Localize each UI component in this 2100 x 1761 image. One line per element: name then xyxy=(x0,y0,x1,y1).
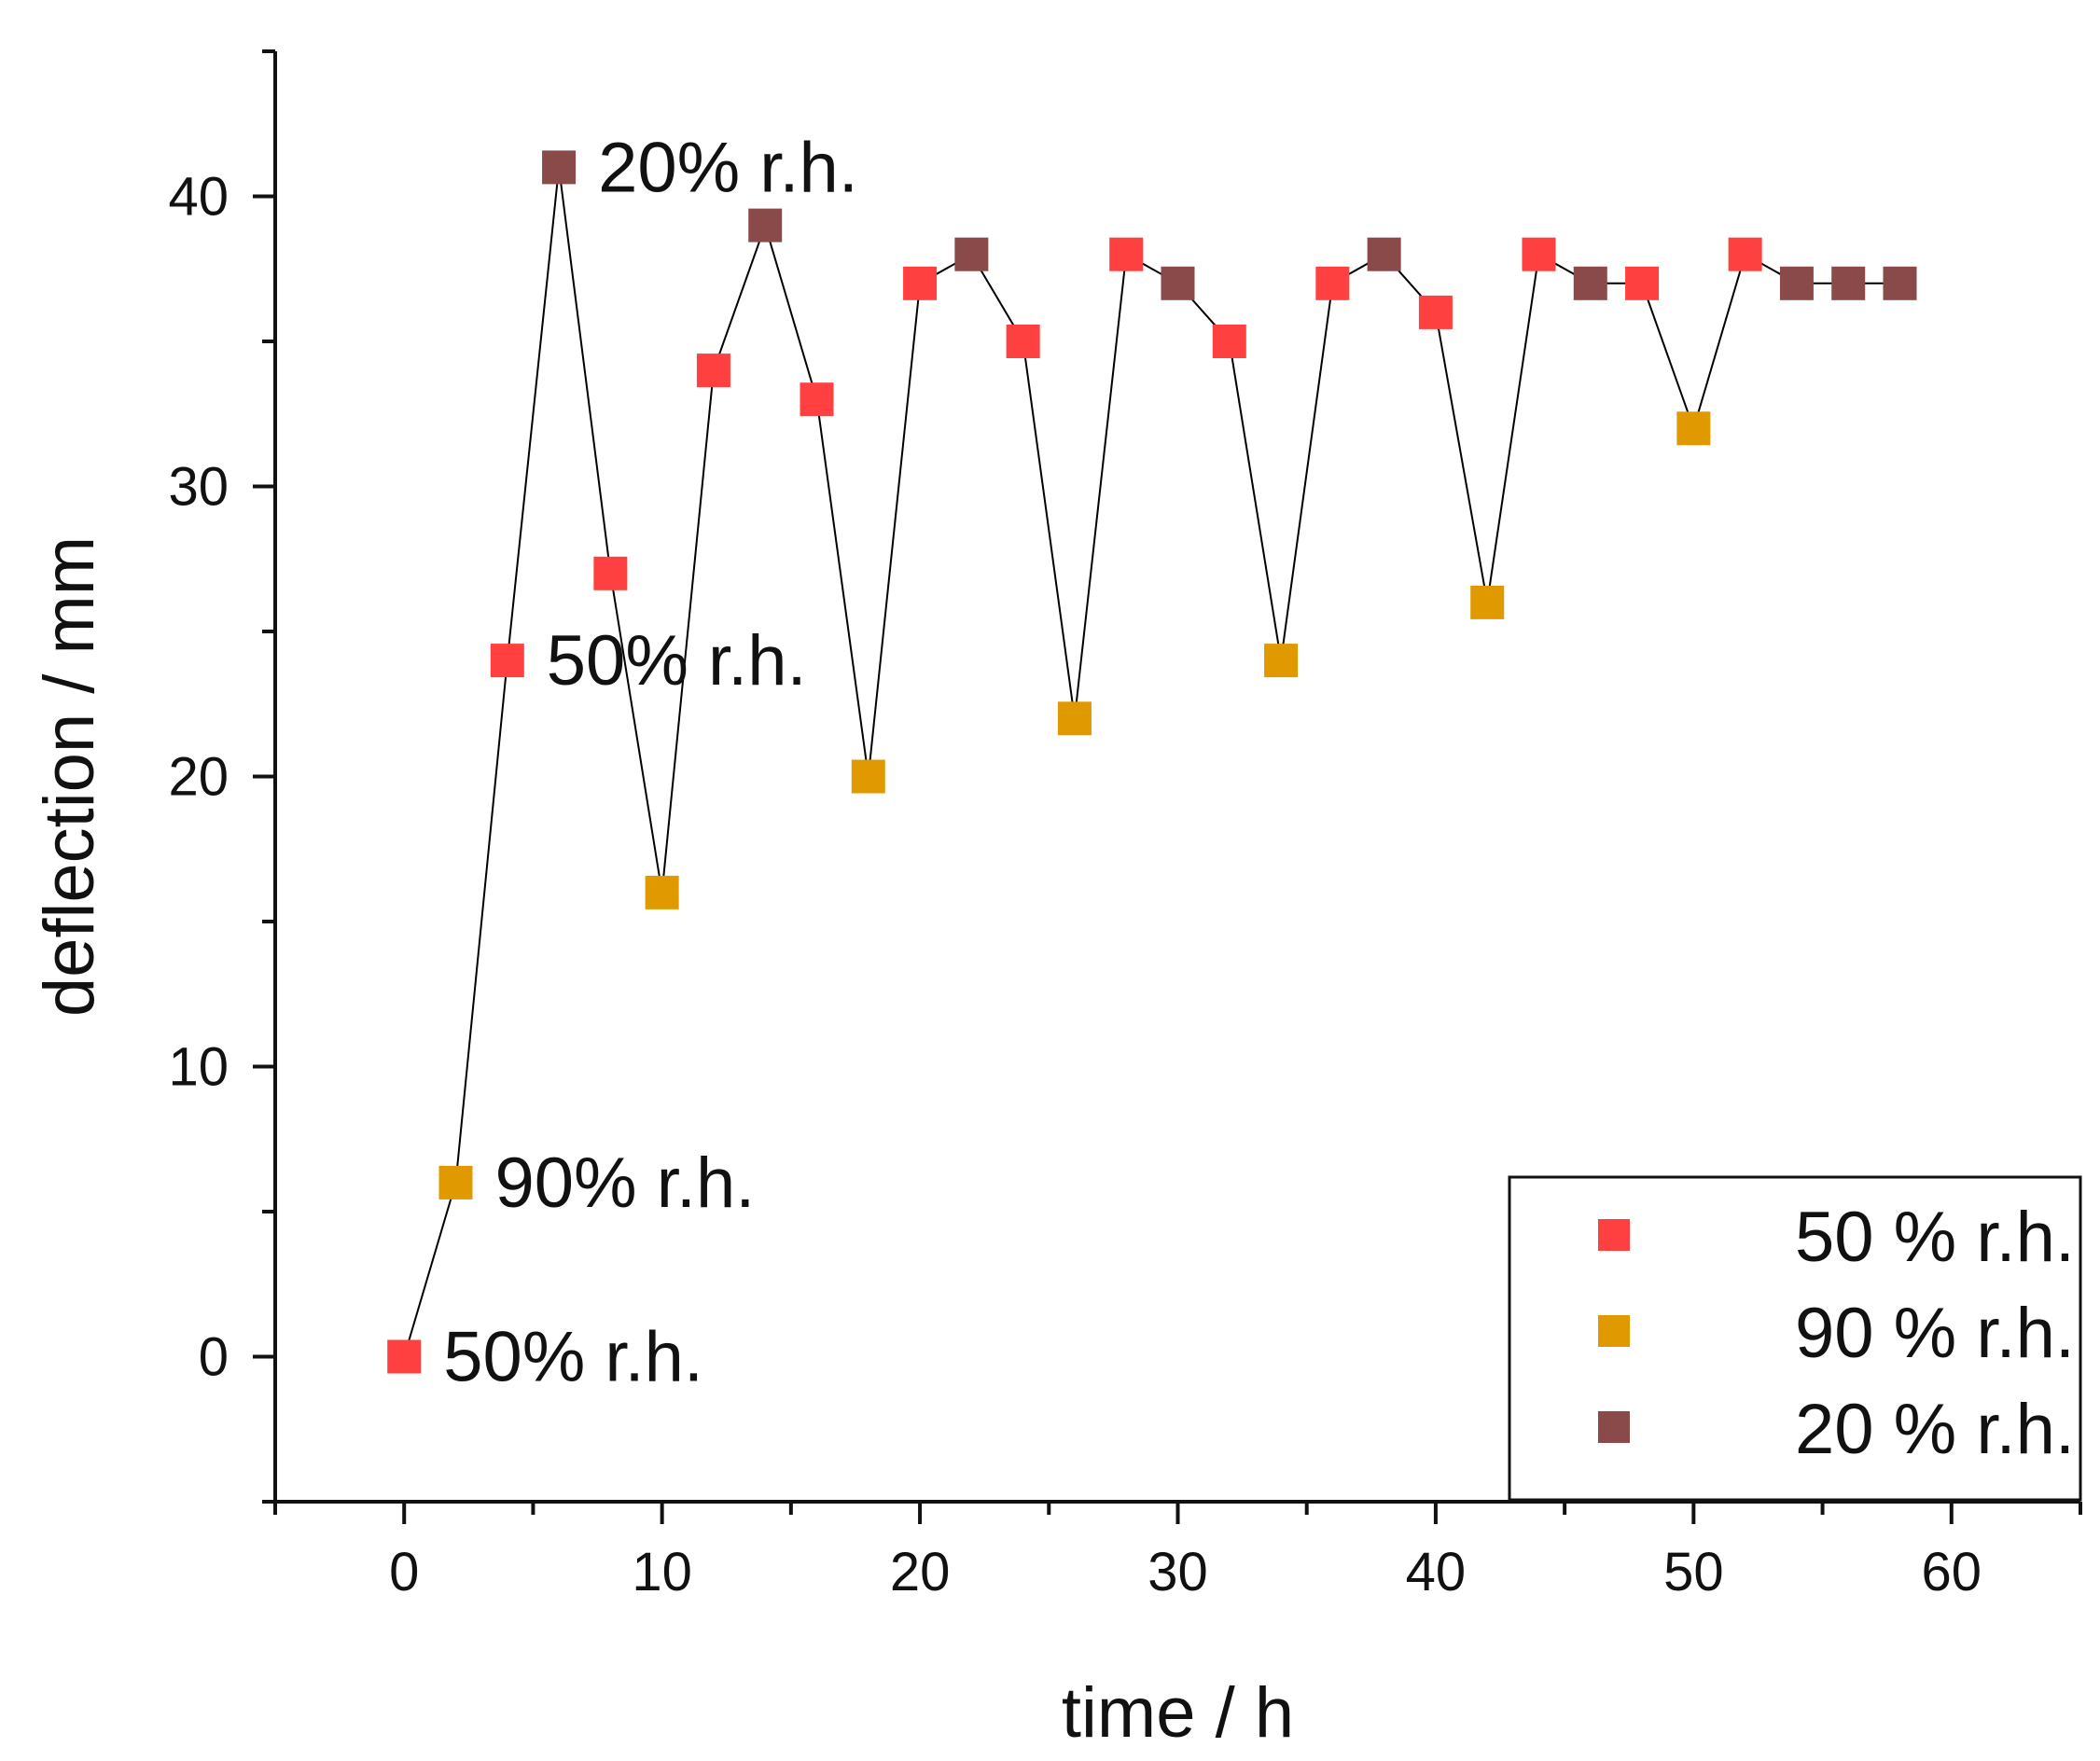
legend-label: 90 % r.h. xyxy=(1795,1294,2075,1373)
legend: 50 % r.h. 90 % r.h. 20 % r.h. xyxy=(1508,1175,2082,1502)
legend-marker-3 xyxy=(1598,1411,1630,1443)
data-point-series-2 xyxy=(645,875,679,909)
data-point-series-2 xyxy=(1470,585,1505,619)
data-point-series-3 xyxy=(1831,266,1866,300)
y-axis-title: deflection / mm xyxy=(30,536,109,1017)
legend-label: 20 % r.h. xyxy=(1795,1390,2075,1469)
x-tick-label: 40 xyxy=(1406,1542,1467,1602)
data-point-series-3 xyxy=(748,208,783,243)
legend-marker-2 xyxy=(1598,1315,1630,1347)
annotation-label: 50% r.h. xyxy=(443,1318,703,1397)
data-point-series-3 xyxy=(1161,266,1195,300)
data-point-series-1 xyxy=(1109,237,1144,271)
connector-layer xyxy=(403,167,1900,1357)
y-tick-label: 10 xyxy=(168,1037,229,1098)
data-point-series-2 xyxy=(1264,644,1299,678)
x-tick-label: 30 xyxy=(1147,1542,1208,1602)
data-point-series-1 xyxy=(800,382,834,417)
legend-label: 50 % r.h. xyxy=(1795,1198,2075,1277)
data-point-series-1 xyxy=(696,354,730,388)
y-tick-label: 20 xyxy=(168,747,229,808)
data-point-series-2 xyxy=(851,759,885,794)
y-tick-label: 30 xyxy=(168,457,229,518)
data-point-series-1 xyxy=(1315,266,1350,300)
data-point-series-1 xyxy=(1006,325,1040,358)
data-point-series-1 xyxy=(1728,237,1762,271)
x-tick-label: 50 xyxy=(1663,1542,1724,1602)
connecting-line xyxy=(403,167,1900,1357)
x-tick-label: 20 xyxy=(890,1542,951,1602)
annotations: 20% r.h. 50% r.h. 90% r.h. 50% r.h. xyxy=(443,128,858,1396)
data-point-series-1 xyxy=(593,556,628,590)
data-point-series-1 xyxy=(1625,266,1660,300)
legend-marker-1 xyxy=(1598,1219,1630,1251)
data-point-series-1 xyxy=(1212,325,1246,358)
data-point-series-1 xyxy=(903,266,938,300)
data-point-series-3 xyxy=(1367,237,1401,271)
data-point-series-3 xyxy=(1883,266,1917,300)
x-tick-label: 10 xyxy=(632,1542,692,1602)
y-tick-label: 40 xyxy=(168,167,229,228)
x-tick-label: 0 xyxy=(389,1542,419,1602)
y-tick-label: 0 xyxy=(199,1327,229,1388)
x-axis-title: time / h xyxy=(1062,1673,1294,1753)
data-point-series-2 xyxy=(1676,411,1711,446)
data-point-series-3 xyxy=(1573,266,1607,300)
data-point-series-2 xyxy=(438,1165,473,1199)
data-point-series-2 xyxy=(1057,701,1092,736)
data-point-series-3 xyxy=(1779,266,1814,300)
annotation-label: 50% r.h. xyxy=(547,621,807,700)
data-point-series-1 xyxy=(490,644,524,678)
data-point-series-3 xyxy=(954,237,989,271)
annotation-label: 20% r.h. xyxy=(598,128,858,207)
data-point-series-1 xyxy=(1522,237,1556,271)
x-tick-label: 60 xyxy=(1922,1542,1982,1602)
data-point-series-1 xyxy=(387,1339,422,1374)
data-point-series-1 xyxy=(1418,295,1453,329)
axes: 0 10 20 30 40 50 60 0 10 20 30 40 time / h deflection… xyxy=(30,49,2082,1753)
data-points xyxy=(387,150,1917,1374)
data-point-series-3 xyxy=(542,150,577,185)
annotation-label: 90% r.h. xyxy=(495,1144,756,1223)
